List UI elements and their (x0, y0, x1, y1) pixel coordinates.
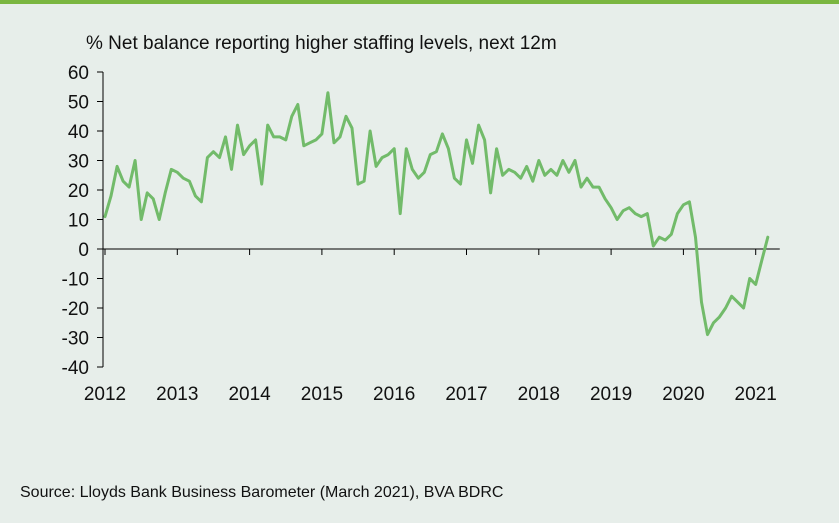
y-tick-label: -10 (62, 270, 89, 291)
source-note: Source: Lloyds Bank Business Barometer (… (20, 484, 504, 501)
x-tick-label: 2018 (518, 384, 560, 405)
y-tick-label: -40 (62, 358, 89, 379)
x-tick-label: 2014 (228, 384, 271, 405)
series-line-0 (103, 91, 770, 337)
y-tick-label: 0 (78, 240, 89, 261)
chart-title: % Net balance reporting higher staffing … (86, 33, 557, 54)
y-tick-label: -30 (62, 329, 89, 350)
y-tick-label: 50 (68, 93, 89, 114)
x-tick-label: 2015 (301, 384, 343, 405)
x-tick-label: 2012 (84, 384, 126, 405)
x-tick-label: 2021 (735, 384, 777, 405)
y-axis: 60 50 40 30 20 10 0 -10 -20 -30 -40 (62, 63, 104, 379)
x-tick-label: 2017 (445, 384, 487, 405)
x-tick-label: 2013 (156, 384, 198, 405)
x-tick-label: 2019 (590, 384, 632, 405)
top-accent-rule (0, 0, 839, 4)
series-group (103, 91, 770, 337)
y-tick-label: 10 (68, 211, 89, 232)
x-tick-label: 2016 (373, 384, 415, 405)
x-tick-label: 2020 (662, 384, 704, 405)
y-tick-label: -20 (62, 299, 89, 320)
y-tick-label: 60 (68, 63, 89, 84)
x-axis: 2012 2013 2014 2015 2016 2017 2018 2019 2020 2021 (84, 248, 780, 405)
y-tick-label: 20 (68, 181, 89, 202)
y-tick-label: 40 (68, 122, 89, 143)
y-tick-label: 30 (68, 152, 89, 173)
